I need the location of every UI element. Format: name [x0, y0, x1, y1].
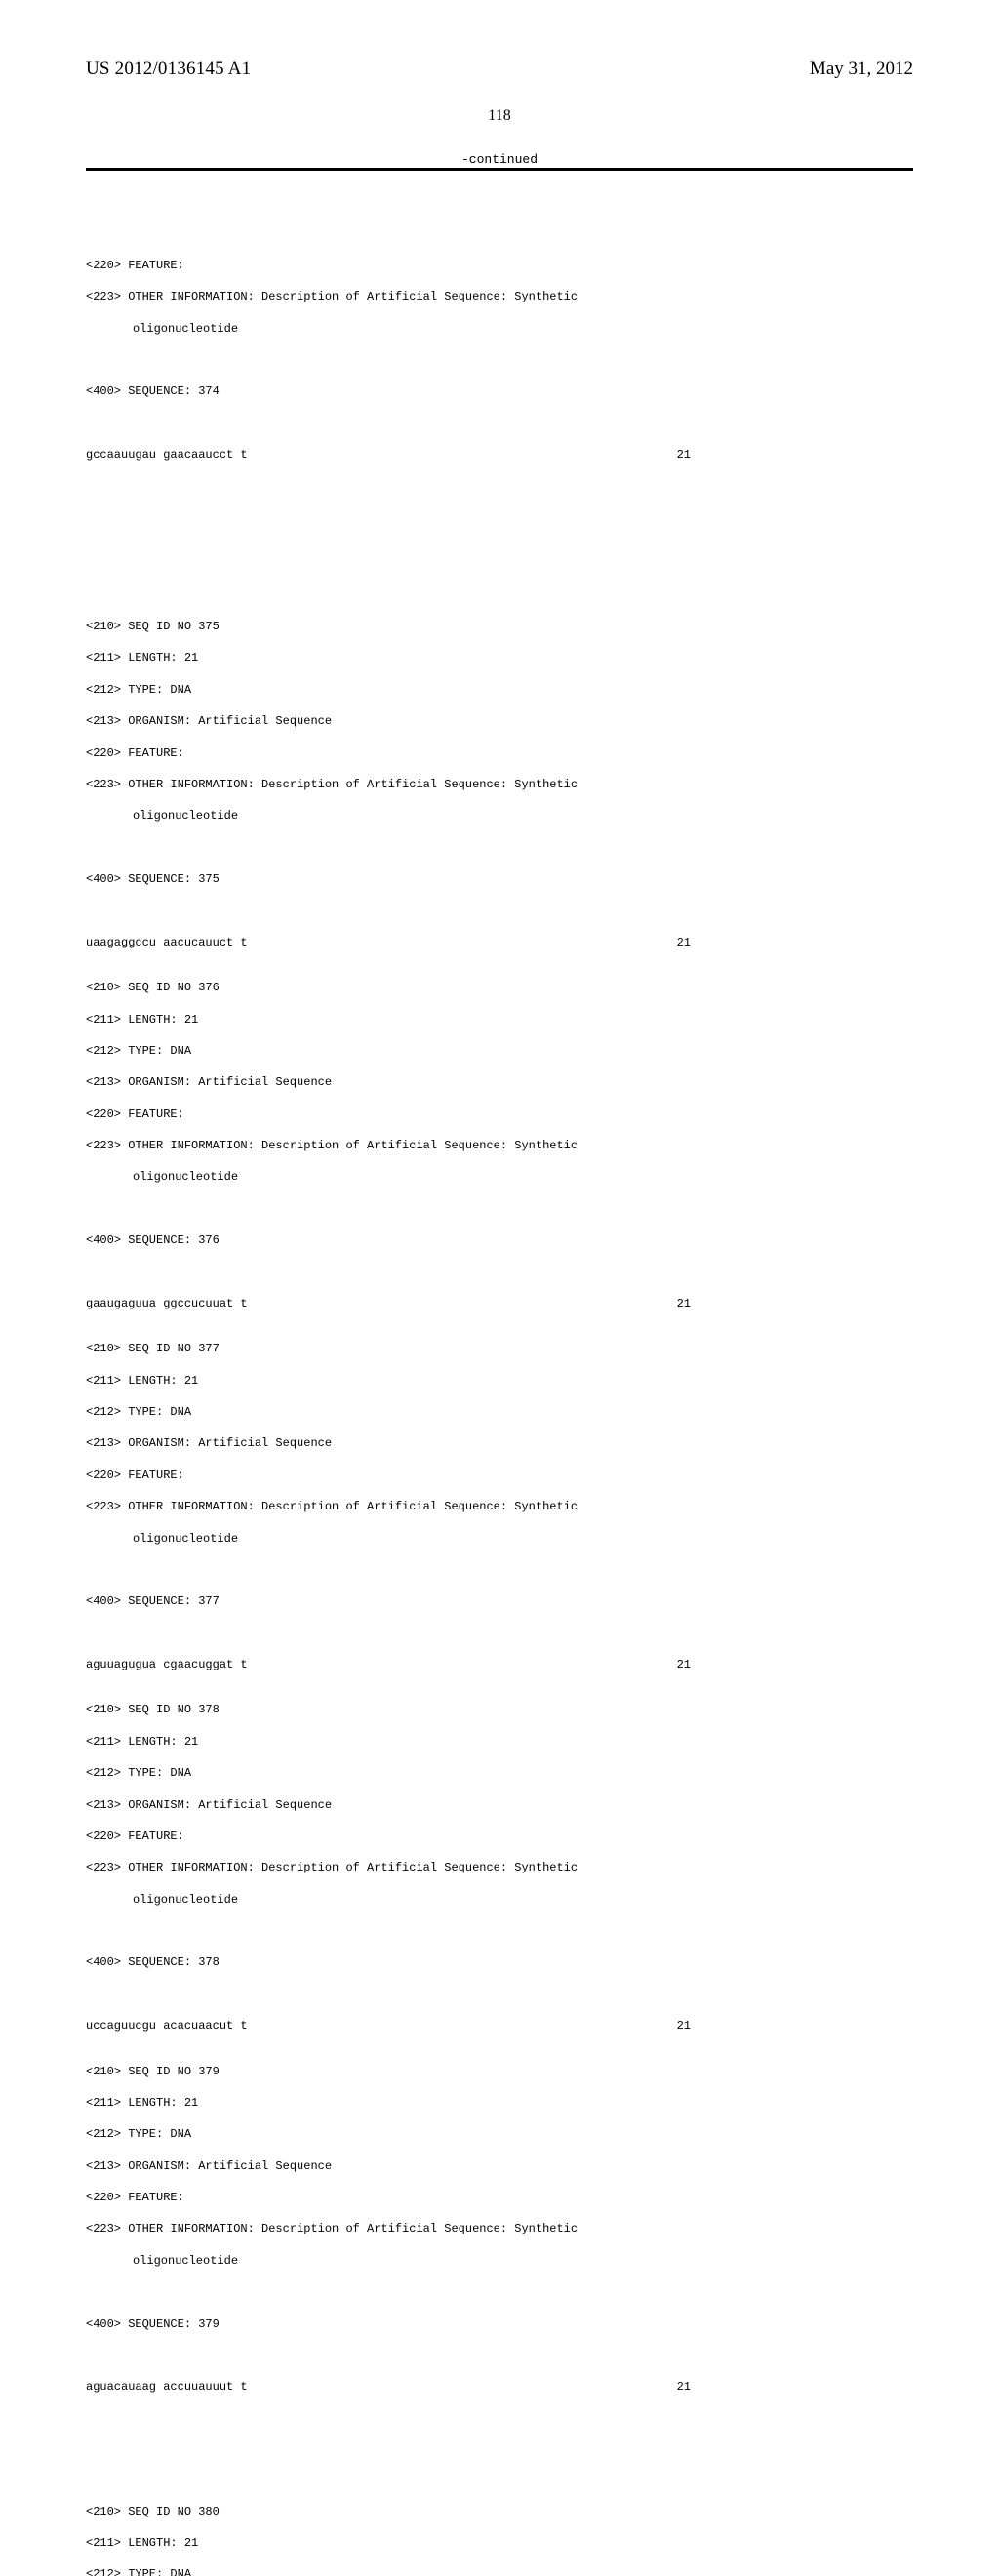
feature-line: <220> FEATURE:	[86, 1829, 913, 1844]
type-line: <212> TYPE: DNA	[86, 1043, 913, 1059]
blank-line	[86, 1923, 913, 1939]
other-info-line: <223> OTHER INFORMATION: Description of …	[86, 2221, 913, 2236]
feature-line: <220> FEATURE:	[86, 1107, 913, 1122]
sequence-row: uccaguucgu acacuaacut t 21	[86, 2018, 691, 2033]
feature-line: <220> FEATURE:	[86, 745, 913, 761]
blank-line	[86, 2047, 913, 2063]
blank-line	[86, 1562, 913, 1578]
sequence-header: <400> SEQUENCE: 374	[86, 383, 913, 399]
other-info-cont: oligonucleotide	[86, 1892, 913, 1908]
sequence-block: <210> SEQ ID NO 380 <211> LENGTH: 21 <21…	[86, 2487, 913, 2576]
organism-line: <213> ORGANISM: Artificial Sequence	[86, 1074, 913, 1090]
blank-line	[86, 1686, 913, 1702]
other-info-cont: oligonucleotide	[86, 1169, 913, 1185]
length-line: <211> LENGTH: 21	[86, 2095, 913, 2111]
other-info-cont: oligonucleotide	[86, 1531, 913, 1547]
type-line: <212> TYPE: DNA	[86, 682, 913, 698]
organism-line: <213> ORGANISM: Artificial Sequence	[86, 1435, 913, 1451]
sequence-header: <400> SEQUENCE: 375	[86, 871, 913, 887]
organism-line: <213> ORGANISM: Artificial Sequence	[86, 713, 913, 729]
organism-line: <213> ORGANISM: Artificial Sequence	[86, 1797, 913, 1813]
sequence-length: 21	[677, 1296, 691, 1311]
page-number: 118	[86, 107, 913, 125]
sequence-block: <210> SEQ ID NO 378 <211> LENGTH: 21 <21…	[86, 1702, 913, 2033]
publication-number: US 2012/0136145 A1	[86, 59, 251, 80]
blank-line	[86, 1201, 913, 1217]
sequence-length: 21	[677, 935, 691, 950]
seq-id-line: <210> SEQ ID NO 379	[86, 2064, 913, 2079]
sequence-block: <220> FEATURE: <223> OTHER INFORMATION: …	[86, 242, 913, 495]
sequence-text: gccaauugau gaacaaucct t	[86, 447, 248, 463]
sequence-text: aguuagugua cgaacuggat t	[86, 1657, 248, 1672]
sequence-row: aguuagugua cgaacuggat t 21	[86, 1657, 691, 1672]
feature-line: <220> FEATURE:	[86, 258, 913, 273]
publication-date: May 31, 2012	[810, 59, 913, 80]
sequence-row: gccaauugau gaacaaucct t 21	[86, 447, 691, 463]
blank-line	[86, 2284, 913, 2300]
blank-line	[86, 1987, 913, 2002]
blank-line	[86, 1325, 913, 1341]
sequence-header: <400> SEQUENCE: 377	[86, 1593, 913, 1609]
seq-id-line: <210> SEQ ID NO 378	[86, 1702, 913, 1717]
blank-line	[86, 840, 913, 856]
blank-line	[86, 964, 913, 980]
sequence-block: <210> SEQ ID NO 375 <211> LENGTH: 21 <21…	[86, 619, 913, 950]
blank-line	[86, 1265, 913, 1280]
sequence-length: 21	[677, 447, 691, 463]
blank-line	[86, 1626, 913, 1641]
other-info-cont: oligonucleotide	[86, 2253, 913, 2269]
other-info-line: <223> OTHER INFORMATION: Description of …	[86, 1138, 913, 1153]
type-line: <212> TYPE: DNA	[86, 1404, 913, 1420]
seq-id-line: <210> SEQ ID NO 377	[86, 1341, 913, 1356]
seq-id-line: <210> SEQ ID NO 380	[86, 2504, 913, 2519]
sequence-row: aguacauaag accuuauuut t 21	[86, 2379, 691, 2395]
blank-line	[86, 2348, 913, 2363]
other-info-cont: oligonucleotide	[86, 808, 913, 824]
blank-line	[86, 903, 913, 918]
blank-line	[86, 416, 913, 431]
length-line: <211> LENGTH: 21	[86, 650, 913, 665]
sequence-header: <400> SEQUENCE: 379	[86, 2316, 913, 2332]
continued-label: -continued	[86, 152, 913, 167]
seq-id-line: <210> SEQ ID NO 375	[86, 619, 913, 634]
other-info-line: <223> OTHER INFORMATION: Description of …	[86, 1860, 913, 1875]
sequence-row: uaagaggccu aacucauuct t 21	[86, 935, 691, 950]
sequence-block: <210> SEQ ID NO 377 <211> LENGTH: 21 <21…	[86, 1341, 913, 1672]
sequence-length: 21	[677, 2018, 691, 2033]
other-info-cont: oligonucleotide	[86, 321, 913, 337]
page-header: US 2012/0136145 A1 May 31, 2012	[86, 59, 913, 80]
seq-id-line: <210> SEQ ID NO 376	[86, 980, 913, 995]
length-line: <211> LENGTH: 21	[86, 1734, 913, 1750]
sequence-listing: <220> FEATURE: <223> OTHER INFORMATION: …	[86, 179, 913, 2576]
type-line: <212> TYPE: DNA	[86, 2126, 913, 2142]
sequence-text: uaagaggccu aacucauuct t	[86, 935, 248, 950]
sequence-text: uccaguucgu acacuaacut t	[86, 2018, 248, 2033]
length-line: <211> LENGTH: 21	[86, 2535, 913, 2551]
blank-line	[86, 2409, 913, 2425]
other-info-line: <223> OTHER INFORMATION: Description of …	[86, 777, 913, 792]
blank-line	[86, 352, 913, 368]
sequence-text: gaaugaguua ggccucuuat t	[86, 1296, 248, 1311]
feature-line: <220> FEATURE:	[86, 2190, 913, 2205]
sequence-block: <210> SEQ ID NO 376 <211> LENGTH: 21 <21…	[86, 980, 913, 1311]
other-info-line: <223> OTHER INFORMATION: Description of …	[86, 289, 913, 304]
sequence-header: <400> SEQUENCE: 378	[86, 1954, 913, 1970]
organism-line: <213> ORGANISM: Artificial Sequence	[86, 2158, 913, 2174]
length-line: <211> LENGTH: 21	[86, 1373, 913, 1389]
length-line: <211> LENGTH: 21	[86, 1012, 913, 1027]
feature-line: <220> FEATURE:	[86, 1468, 913, 1483]
sequence-length: 21	[677, 1657, 691, 1672]
patent-page: US 2012/0136145 A1 May 31, 2012 118 -con…	[0, 0, 999, 1288]
sequence-row: gaaugaguua ggccucuuat t 21	[86, 1296, 691, 1311]
sequence-header: <400> SEQUENCE: 376	[86, 1232, 913, 1248]
horizontal-rule	[86, 168, 913, 171]
type-line: <212> TYPE: DNA	[86, 2566, 913, 2576]
blank-line	[86, 540, 913, 555]
other-info-line: <223> OTHER INFORMATION: Description of …	[86, 1499, 913, 1514]
sequence-length: 21	[677, 2379, 691, 2395]
sequence-block: <210> SEQ ID NO 379 <211> LENGTH: 21 <21…	[86, 2064, 913, 2395]
sequence-text: aguacauaag accuuauuut t	[86, 2379, 248, 2395]
type-line: <212> TYPE: DNA	[86, 1765, 913, 1781]
